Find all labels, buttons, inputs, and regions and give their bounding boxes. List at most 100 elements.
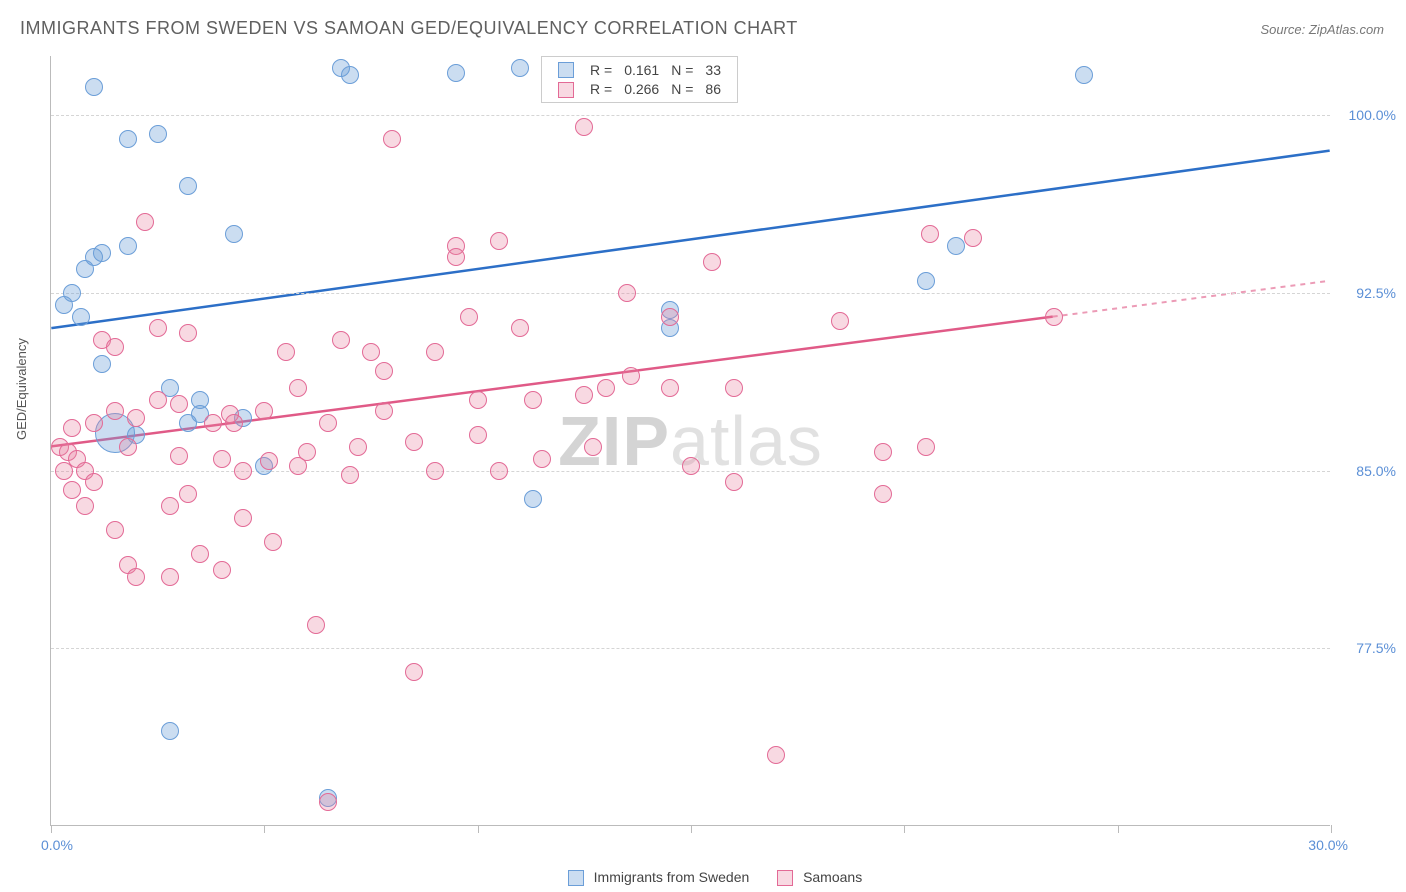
scatter-point: [349, 438, 367, 456]
scatter-point: [170, 447, 188, 465]
scatter-point: [179, 324, 197, 342]
scatter-point: [85, 414, 103, 432]
legend-row-samoans: R = 0.266 N = 86: [552, 79, 727, 98]
scatter-point: [584, 438, 602, 456]
scatter-point: [661, 308, 679, 326]
scatter-point: [277, 343, 295, 361]
scatter-point: [703, 253, 721, 271]
scatter-point: [618, 284, 636, 302]
scatter-point: [426, 462, 444, 480]
scatter-point: [149, 125, 167, 143]
scatter-point: [179, 485, 197, 503]
scatter-point: [63, 481, 81, 499]
scatter-point: [63, 284, 81, 302]
gridline-h: [51, 293, 1330, 294]
scatter-point: [622, 367, 640, 385]
scatter-point: [119, 438, 137, 456]
x-tick: [691, 825, 692, 833]
scatter-point: [405, 433, 423, 451]
scatter-point: [469, 391, 487, 409]
scatter-point: [191, 545, 209, 563]
scatter-point: [127, 568, 145, 586]
scatter-point: [405, 663, 423, 681]
scatter-point: [447, 248, 465, 266]
scatter-point: [106, 338, 124, 356]
scatter-point: [63, 419, 81, 437]
scatter-point: [469, 426, 487, 444]
x-tick: [1118, 825, 1119, 833]
scatter-point: [149, 319, 167, 337]
scatter-point: [767, 746, 785, 764]
scatter-point: [85, 78, 103, 96]
scatter-point: [161, 722, 179, 740]
swatch-sweden: [558, 62, 574, 78]
scatter-point: [260, 452, 278, 470]
x-tick: [478, 825, 479, 833]
scatter-point: [161, 568, 179, 586]
scatter-point: [375, 402, 393, 420]
scatter-point: [725, 379, 743, 397]
scatter-point: [106, 521, 124, 539]
y-axis-title: GED/Equivalency: [14, 338, 29, 440]
scatter-point: [289, 379, 307, 397]
scatter-point: [93, 244, 111, 262]
scatter-point: [341, 66, 359, 84]
scatter-point: [447, 64, 465, 82]
scatter-point: [264, 533, 282, 551]
scatter-point: [93, 355, 111, 373]
scatter-point: [161, 497, 179, 515]
scatter-point: [106, 402, 124, 420]
x-label-right: 30.0%: [1308, 837, 1348, 853]
scatter-point: [204, 414, 222, 432]
scatter-point: [426, 343, 444, 361]
gridline-h: [51, 115, 1330, 116]
scatter-point: [76, 497, 94, 515]
scatter-point: [575, 118, 593, 136]
scatter-point: [85, 473, 103, 491]
scatter-point: [511, 59, 529, 77]
scatter-point: [332, 331, 350, 349]
scatter-point: [225, 225, 243, 243]
swatch-samoans: [558, 82, 574, 98]
scatter-point: [383, 130, 401, 148]
scatter-point: [921, 225, 939, 243]
r-value-samoans: 0.266: [618, 79, 665, 98]
scatter-point: [533, 450, 551, 468]
x-tick: [264, 825, 265, 833]
trend-lines: [51, 56, 1330, 825]
scatter-point: [682, 457, 700, 475]
scatter-point: [524, 391, 542, 409]
gridline-h: [51, 648, 1330, 649]
scatter-point: [319, 793, 337, 811]
r-value-sweden: 0.161: [618, 60, 665, 79]
scatter-point: [136, 213, 154, 231]
scatter-point: [661, 379, 679, 397]
n-value-samoans: 86: [699, 79, 727, 98]
scatter-point: [119, 130, 137, 148]
scatter-point: [119, 237, 137, 255]
scatter-point: [341, 466, 359, 484]
scatter-point: [490, 462, 508, 480]
plot-area: ZIPatlas R = 0.161 N = 33 R = 0.266 N = …: [50, 56, 1330, 826]
y-tick-label: 85.0%: [1356, 463, 1396, 479]
scatter-point: [298, 443, 316, 461]
x-label-left: 0.0%: [41, 837, 73, 853]
x-tick: [1331, 825, 1332, 833]
scatter-point: [460, 308, 478, 326]
scatter-point: [255, 402, 273, 420]
scatter-point: [964, 229, 982, 247]
legend-label-sweden: Immigrants from Sweden: [594, 869, 750, 885]
scatter-point: [524, 490, 542, 508]
y-tick-label: 92.5%: [1356, 285, 1396, 301]
scatter-point: [307, 616, 325, 634]
y-tick-label: 100.0%: [1349, 107, 1396, 123]
scatter-point: [170, 395, 188, 413]
source-label: Source: ZipAtlas.com: [1260, 22, 1384, 37]
legend-label-samoans: Samoans: [803, 869, 862, 885]
scatter-point: [1045, 308, 1063, 326]
scatter-point: [511, 319, 529, 337]
scatter-point: [234, 509, 252, 527]
scatter-point: [179, 177, 197, 195]
scatter-point: [575, 386, 593, 404]
swatch-samoans-bottom: [777, 870, 793, 886]
